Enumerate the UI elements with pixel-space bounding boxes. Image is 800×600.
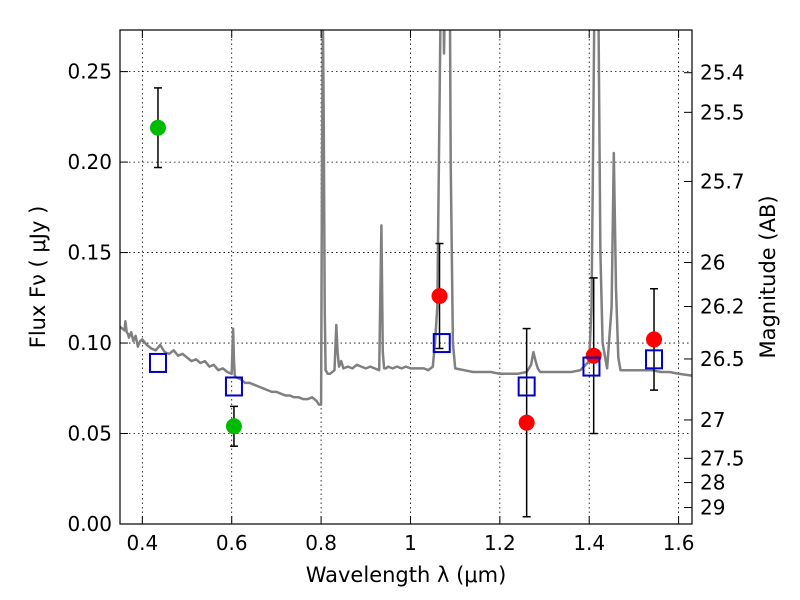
y-tick-label: 0.05	[67, 422, 112, 446]
y-tick-label: 0.10	[67, 331, 112, 355]
data-point	[585, 347, 602, 364]
data-point	[431, 288, 448, 304]
model-point	[645, 349, 664, 370]
y2-tick-label: 26.5	[700, 347, 745, 371]
data-point	[149, 119, 166, 136]
x-tick-label: 0.8	[305, 531, 337, 555]
y-tick-label: 0.25	[67, 60, 112, 84]
model-point	[432, 333, 451, 354]
y2-tick-label: 25.4	[700, 61, 745, 85]
data-point	[518, 414, 535, 431]
data-point	[225, 418, 242, 435]
plot-frame	[119, 29, 693, 525]
y2-tick-label: 26	[700, 251, 725, 275]
y2-tick-label: 27	[700, 408, 725, 432]
x-tick-label: 1.4	[573, 531, 605, 555]
x-axis-label: Wavelength λ (μm)	[306, 563, 507, 587]
x-tick-label: 0.6	[216, 531, 248, 555]
data-point	[646, 331, 663, 348]
model-point	[582, 356, 601, 377]
axis-ticks: 0.4 0.6 0.8 1 1.2 1.4 1.6 0.00 0.05 0.10 0.15 0.20 0…	[67, 30, 745, 555]
model-point	[224, 376, 243, 397]
y2-axis-label: Magnitude (AB)	[756, 195, 780, 358]
x-tick-label: 1	[404, 531, 417, 555]
x-tick-label: 0.4	[126, 531, 158, 555]
x-tick-label: 1.2	[484, 531, 516, 555]
y-tick-label: 0.00	[67, 512, 112, 536]
y2-tick-label: 26.2	[700, 294, 745, 318]
y2-tick-label: 25.7	[700, 169, 745, 193]
plot-area	[120, 30, 692, 524]
x-tick-label: 1.6	[663, 531, 695, 555]
model-spectrum-line	[120, 30, 692, 406]
y2-tick-label: 27.5	[700, 446, 745, 470]
y-tick-label: 0.20	[67, 150, 112, 174]
y2-tick-label: 25.5	[700, 100, 745, 124]
model-point	[517, 376, 536, 397]
y-tick-label: 0.15	[67, 241, 112, 265]
plot-series	[120, 30, 692, 518]
y2-tick-label: 28	[700, 471, 725, 495]
model-point	[148, 352, 167, 373]
y-axis-label: Flux Fν ( μJy )	[26, 206, 50, 349]
y2-tick-label: 29	[700, 496, 725, 520]
